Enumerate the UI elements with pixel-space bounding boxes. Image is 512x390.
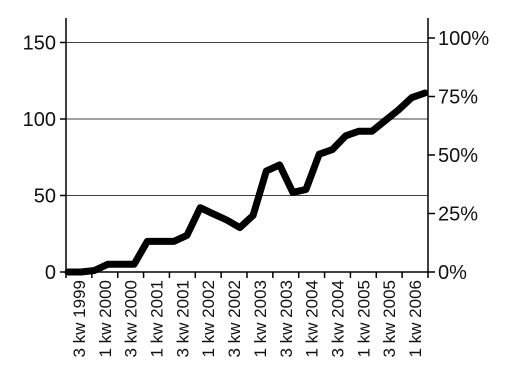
x-tick-label: 3 kw 2000 [122,280,141,358]
x-tick-label: 3 kw 2005 [380,280,399,358]
right-tick-label: 50% [438,145,478,167]
right-axis-ticks: 0% 25% 50% 75% 100% [428,28,489,284]
x-tick-label: 1 kw 2006 [406,280,425,358]
x-tick-label: 1 kw 2003 [251,280,270,358]
right-tick-label: 0% [438,262,467,284]
right-tick-label: 25% [438,204,478,226]
left-tick-label: 100 [23,109,56,131]
grid-lines [66,42,428,196]
series-line [64,89,429,276]
x-tick-label: 3 kw 2004 [329,280,348,358]
x-tick-label: 3 kw 1999 [70,280,89,358]
right-tick-label: 100% [438,28,489,50]
left-axis-ticks: 0 50 100 150 [23,32,66,284]
x-tick-label: 1 kw 2000 [96,280,115,358]
x-tick-label: 1 kw 2004 [303,280,322,358]
x-tick-label: 1 kw 2002 [199,280,218,358]
left-tick-label: 0 [45,262,56,284]
x-tick-label: 1 kw 2005 [354,280,373,358]
left-tick-label: 150 [23,32,56,54]
x-tick-label: 3 kw 2003 [277,280,296,358]
x-tick-label: 3 kw 2001 [173,280,192,358]
left-tick-label: 50 [34,185,56,207]
right-tick-label: 75% [438,87,478,109]
x-tick-label: 3 kw 2002 [225,280,244,358]
x-tick-label: 1 kw 2001 [148,280,167,358]
x-axis-labels: 3 kw 1999 1 kw 2000 3 kw 2000 1 kw 2001 3 kw… [65,272,429,358]
axes [65,18,429,273]
